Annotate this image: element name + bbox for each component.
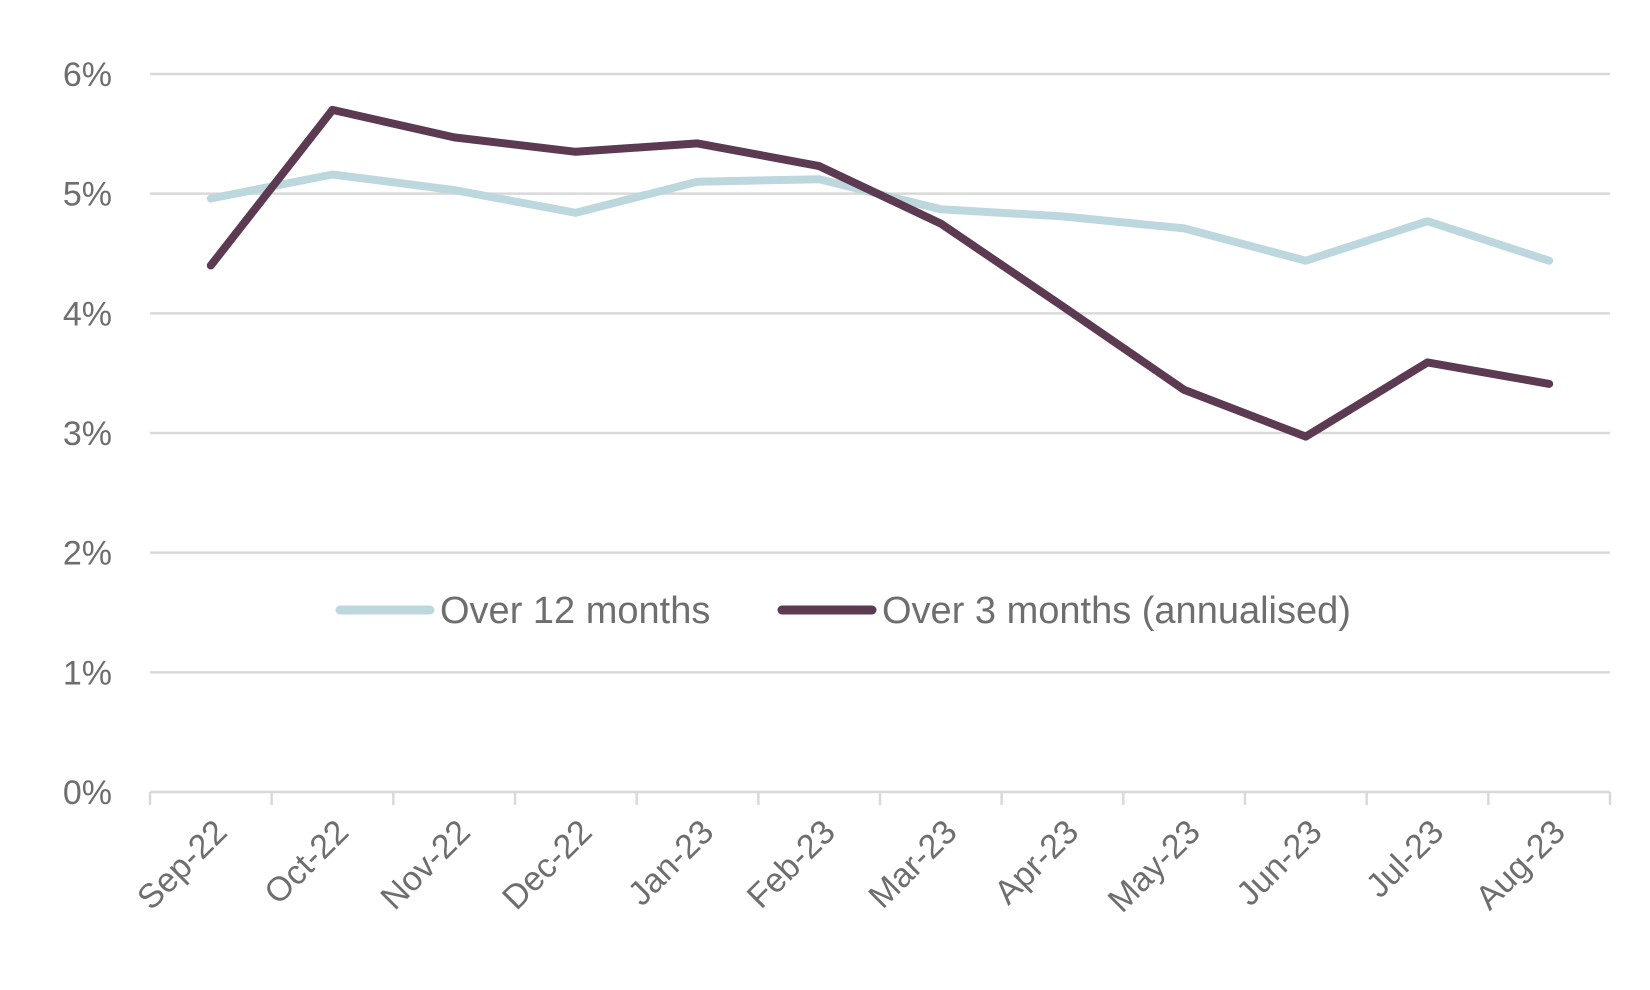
x-axis xyxy=(148,790,1612,805)
gridlines xyxy=(150,72,1610,674)
y-tick-label: 2% xyxy=(63,535,112,573)
x-tick-label: Jun-23 xyxy=(1229,813,1329,913)
x-axis-tick-labels: Sep-22 Oct-22 Nov-22 Dec-22 Jan-23 Feb-23 Mar-… xyxy=(130,813,1573,920)
series-line-1 xyxy=(206,105,1554,441)
x-tick-label: Mar-23 xyxy=(861,813,964,916)
y-tick-label: 3% xyxy=(63,415,112,453)
y-tick-label: 1% xyxy=(63,654,112,692)
x-tick-label: Dec-22 xyxy=(495,813,599,917)
series-lines xyxy=(206,105,1554,441)
x-tick-label: Oct-22 xyxy=(257,813,356,912)
x-tick-label: May-23 xyxy=(1101,813,1208,920)
series-line-0 xyxy=(206,170,1554,265)
y-tick-label: 6% xyxy=(63,56,112,94)
y-axis-tick-labels: 0% 1% 2% 3% 4% 5% 6% xyxy=(63,56,112,812)
x-tick-label: Apr-23 xyxy=(987,813,1086,912)
legend-label-over-3-months: Over 3 months (annualised) xyxy=(882,590,1351,632)
x-tick-label: Sep-22 xyxy=(130,813,234,917)
legend-label-over-12-months: Over 12 months xyxy=(440,590,710,632)
y-tick-label: 5% xyxy=(63,176,112,214)
x-tick-label: Aug-23 xyxy=(1468,813,1572,917)
y-tick-label: 0% xyxy=(63,774,112,812)
x-tick-label: Jan-23 xyxy=(621,813,721,913)
x-tick-label: Nov-22 xyxy=(373,813,477,917)
x-tick-label: Jul-23 xyxy=(1359,813,1451,905)
x-tick-label: Feb-23 xyxy=(740,813,843,916)
legend: Over 12 months Over 3 months (annualised… xyxy=(335,590,1351,632)
y-tick-label: 4% xyxy=(63,295,112,333)
